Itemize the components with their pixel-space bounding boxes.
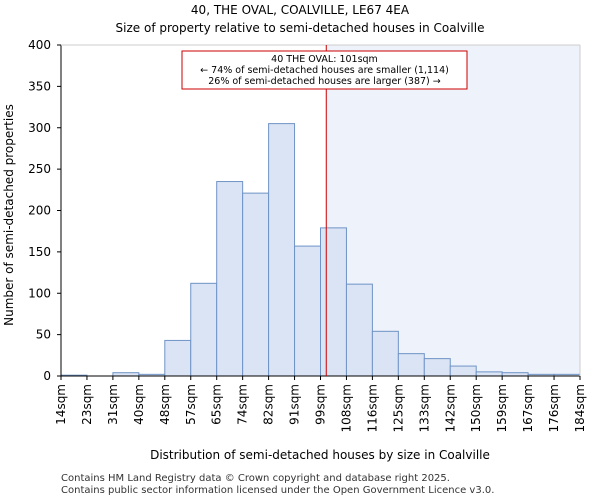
annotation-line-1: 40 THE OVAL: 101sqm [271,54,378,65]
bar-150sqm [475,371,503,377]
footer-copyright: Contains HM Land Registry data © Crown c… [61,473,450,484]
y-tick-label-150: 150 [28,245,51,259]
x-tick-label-159sqm: 159sqm [495,384,509,432]
x-tick-label-167sqm: 167sqm [521,384,535,432]
x-tick-label-48sqm: 48sqm [158,384,172,425]
chart-subtitle: Size of property relative to semi-detach… [116,21,485,35]
x-tick-label-82sqm: 82sqm [262,384,276,425]
x-tick-label-91sqm: 91sqm [288,384,302,425]
x-tick-label-133sqm: 133sqm [417,384,431,432]
bar-57sqm [190,282,218,377]
bar-133sqm [423,358,451,377]
x-tick-label-99sqm: 99sqm [314,384,328,425]
x-tick-label-14sqm: 14sqm [54,384,68,425]
x-tick-label-57sqm: 57sqm [184,384,198,425]
x-tick-label-150sqm: 150sqm [469,384,483,432]
x-tick-label-108sqm: 108sqm [339,384,353,432]
x-axis-label: Distribution of semi-detached houses by … [150,448,490,462]
bar-116sqm [371,330,399,377]
y-tick-label-50: 50 [36,328,51,342]
y-tick-label-400: 400 [28,38,51,52]
x-tick-label-74sqm: 74sqm [236,384,250,425]
x-tick-label-116sqm: 116sqm [365,384,379,432]
annotation-box [181,50,468,90]
bar-65sqm [216,181,244,377]
x-tick-label-40sqm: 40sqm [132,384,146,425]
annotation-line-3: 26% of semi-detached houses are larger (… [208,76,441,87]
x-tick-label-125sqm: 125sqm [391,384,405,432]
x-tick-label-65sqm: 65sqm [210,384,224,425]
bar-142sqm [449,365,477,377]
bar-82sqm [268,123,296,377]
x-tick-label-176sqm: 176sqm [547,384,561,432]
x-tick-label-184sqm: 184sqm [573,384,587,432]
bar-91sqm [294,245,321,377]
bar-48sqm [164,339,192,377]
annotation-line-2: ← 74% of semi-detached houses are smalle… [200,65,449,76]
y-tick-label-300: 300 [28,121,51,135]
y-tick-label-250: 250 [28,162,51,176]
y-tick-label-100: 100 [28,286,51,300]
x-tick-label-31sqm: 31sqm [106,384,120,425]
bar-108sqm [345,283,373,377]
y-tick-label-350: 350 [28,79,51,93]
bar-74sqm [242,192,270,377]
bar-125sqm [397,353,425,377]
chart-title: 40, THE OVAL, COALVILLE, LE67 4EA [191,3,410,17]
bar-99sqm [320,227,347,377]
footer-licence: Contains public sector information licen… [61,485,495,496]
x-tick-label-23sqm: 23sqm [80,384,94,425]
x-tick-label-142sqm: 142sqm [443,384,457,432]
y-axis-label: Number of semi-detached properties [2,104,16,326]
y-tick-label-0: 0 [43,369,51,383]
y-tick-label-200: 200 [28,204,51,218]
